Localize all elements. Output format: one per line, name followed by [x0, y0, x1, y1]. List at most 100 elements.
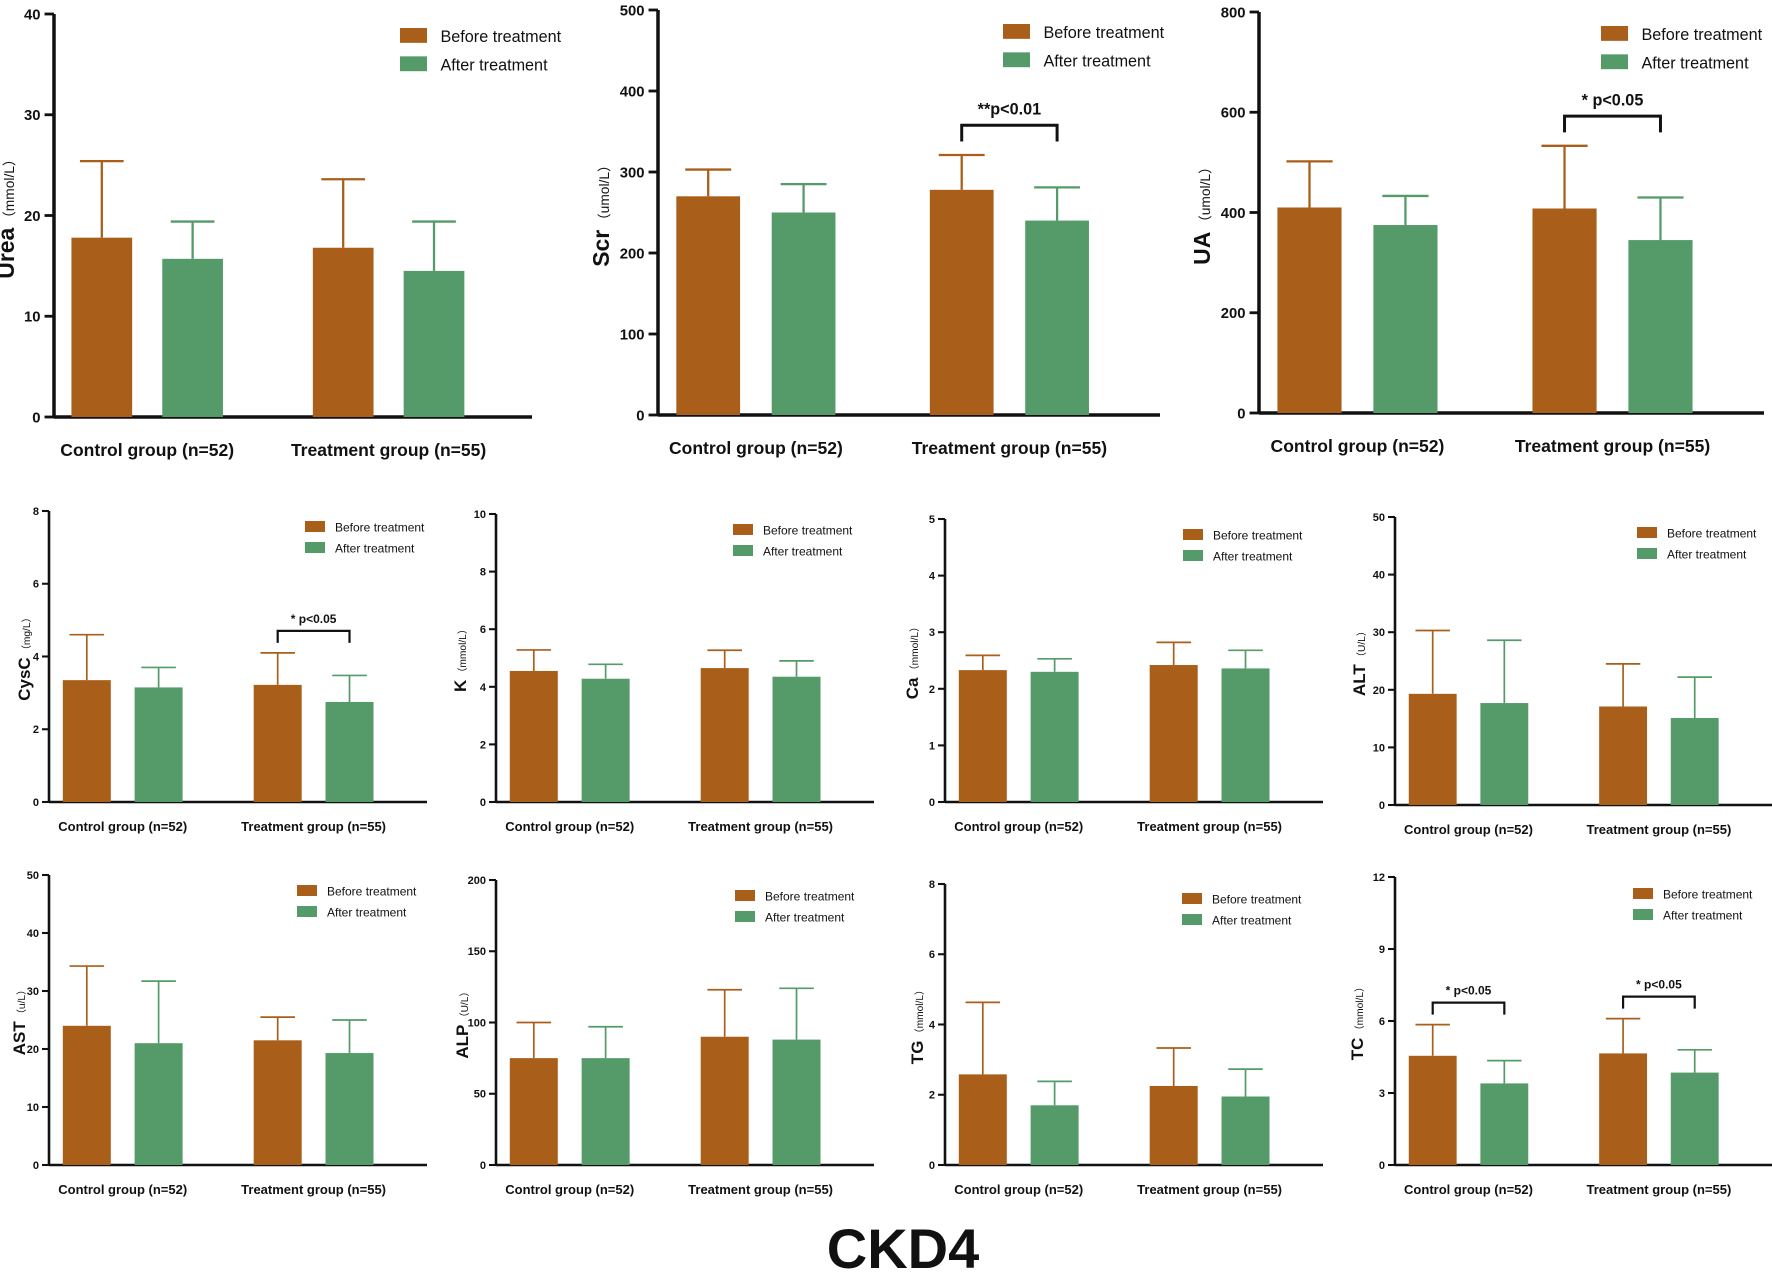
y-tick-label: 30 — [27, 986, 39, 998]
significance-label: * p<0.05 — [1636, 978, 1682, 992]
bar-after-treatment — [1670, 718, 1719, 805]
legend-label: Before treatment — [335, 521, 425, 535]
y-axis-label-unit: （U/L） — [1356, 626, 1368, 662]
y-tick-label: 40 — [27, 928, 39, 940]
legend-swatch — [1183, 550, 1203, 561]
bar-after-treatment — [1221, 668, 1270, 802]
x-category-label: Treatment group (n=55) — [291, 440, 486, 460]
significance-bracket — [1621, 995, 1696, 1009]
legend-swatch — [1601, 54, 1628, 70]
y-axis-label-unit: （mmol/L） — [914, 985, 926, 1039]
y-tick-label: 100 — [620, 327, 645, 343]
legend-swatch — [1003, 24, 1030, 39]
y-axis-label: ALP （U/L） — [453, 986, 472, 1058]
y-tick-label: 0 — [1379, 1160, 1385, 1172]
y-tick-label: 9 — [1379, 944, 1385, 956]
y-axis-label-unit: （U/L） — [459, 986, 471, 1022]
bar-before-treatment — [1149, 665, 1198, 802]
bar-after-treatment — [1628, 240, 1693, 413]
y-tick-label: 50 — [474, 1089, 486, 1101]
bar-before-treatment — [312, 247, 374, 417]
bar-after-treatment — [1480, 1083, 1529, 1165]
x-category-label: Control group (n=52) — [1271, 436, 1445, 456]
legend-label: Before treatment — [1044, 24, 1165, 42]
x-category-label: Control group (n=52) — [1404, 822, 1533, 837]
y-axis-label-unit: （mmol/L） — [2, 152, 17, 225]
legend-label: After treatment — [327, 906, 407, 920]
chart-panel-1: 0 10 20 30 40 Urea （mmol/L） Control group (n=52… — [0, 7, 562, 460]
legend-label: After treatment — [1044, 53, 1152, 71]
bar-before-treatment — [253, 684, 302, 802]
y-tick-label: 40 — [1373, 570, 1385, 582]
x-category-label: Control group (n=52) — [60, 440, 234, 460]
y-tick-label: 8 — [929, 879, 935, 891]
y-tick-label: 8 — [33, 506, 39, 518]
chart-panel-4: 0 2 4 6 8 CysC （mg/L） Control group (n=52) Treat… — [15, 506, 427, 834]
bar-after-treatment — [1030, 671, 1079, 802]
significance-bracket — [276, 629, 351, 643]
bar-before-treatment — [958, 1074, 1007, 1165]
significance-bracket — [960, 123, 1059, 142]
chart-panel-6: 0 1 2 3 4 5 Ca（mmol/L） Control group (n=52) Trea… — [903, 514, 1323, 834]
y-tick-label: 6 — [33, 579, 39, 591]
x-category-label: Control group (n=52) — [669, 438, 843, 458]
x-category-label: Treatment group (n=55) — [241, 819, 386, 834]
legend-swatch — [305, 521, 325, 532]
x-category-label: Treatment group (n=55) — [1137, 1182, 1282, 1197]
legend-swatch — [1601, 26, 1628, 41]
y-tick-label: 30 — [24, 108, 41, 124]
y-axis-label: ALT （U/L） — [1350, 626, 1369, 696]
y-tick-label: 1 — [929, 740, 935, 752]
bar-before-treatment — [1408, 1055, 1457, 1165]
y-axis-label-main: UA — [1189, 232, 1215, 265]
y-tick-label: 4 — [929, 571, 936, 583]
x-category-label: Control group (n=52) — [58, 1182, 187, 1197]
y-tick-label: 5 — [929, 514, 935, 526]
y-axis-label: Urea （mmol/L） — [0, 152, 19, 278]
y-tick-label: 4 — [929, 1019, 936, 1031]
y-axis-label: AST（u/L） — [10, 985, 29, 1056]
y-tick-label: 0 — [480, 797, 486, 809]
y-tick-label: 6 — [929, 949, 935, 961]
chart-panel-7: 0 10 20 30 40 50 ALT （U/L） Control group (n=52) T… — [1350, 512, 1772, 837]
y-tick-label: 200 — [1221, 306, 1246, 322]
y-tick-label: 50 — [27, 870, 39, 882]
legend-swatch — [735, 911, 755, 922]
legend-label: After treatment — [1642, 55, 1750, 73]
significance-label: * p<0.05 — [1446, 984, 1492, 998]
y-axis-label: TG （mmol/L） — [908, 985, 927, 1064]
y-axis-label: UA （umol/L） — [1189, 160, 1215, 265]
legend-swatch — [297, 906, 317, 917]
bar-after-treatment — [1670, 1072, 1719, 1165]
y-tick-label: 0 — [33, 797, 39, 809]
legend-swatch — [733, 545, 753, 556]
bar-before-treatment — [509, 670, 558, 802]
bar-before-treatment — [700, 668, 749, 802]
x-category-label: Treatment group (n=55) — [1586, 822, 1731, 837]
y-axis-label-main: ALP — [453, 1025, 472, 1059]
x-category-label: Treatment group (n=55) — [688, 819, 833, 834]
y-axis-label: TC （mmol/L） — [1348, 982, 1367, 1060]
y-axis-label-main: TC — [1348, 1038, 1367, 1061]
chart-panel-8: 0 10 20 30 40 50 AST（u/L） Control group (n=52) T… — [10, 870, 427, 1197]
y-tick-label: 600 — [1221, 106, 1246, 122]
y-axis-label-unit: （umol/L） — [597, 158, 612, 227]
legend-swatch — [1003, 52, 1030, 68]
legend-swatch — [1637, 527, 1657, 538]
y-tick-label: 10 — [474, 509, 486, 521]
y-tick-label: 10 — [1373, 742, 1385, 754]
legend-swatch — [305, 542, 325, 553]
y-tick-label: 8 — [480, 567, 486, 579]
y-tick-label: 2 — [929, 684, 935, 696]
y-axis-label-main: TG — [908, 1041, 927, 1065]
legend-swatch — [400, 56, 427, 72]
legend-label: Before treatment — [1213, 529, 1303, 543]
legend-swatch — [1637, 548, 1657, 559]
y-axis-label-main: ALT — [1350, 664, 1369, 696]
bar-after-treatment — [1025, 220, 1089, 415]
bar-before-treatment — [1408, 693, 1457, 805]
y-axis-label-main: Ca — [903, 677, 922, 699]
y-axis-label-unit: （mg/L） — [21, 612, 33, 655]
legend-label: After treatment — [765, 911, 845, 925]
legend-label: Before treatment — [1642, 26, 1763, 44]
